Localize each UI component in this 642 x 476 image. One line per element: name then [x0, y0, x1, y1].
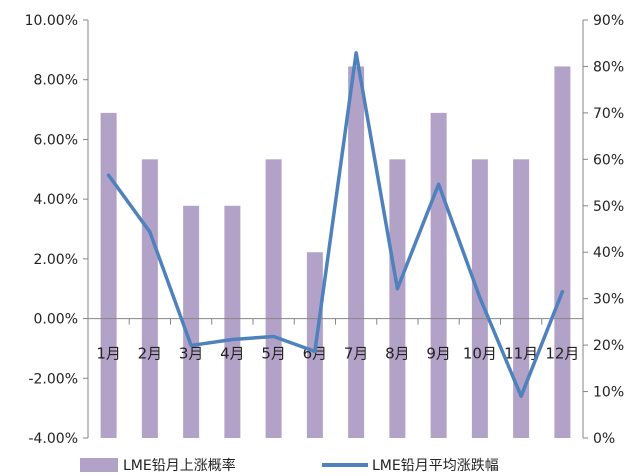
left-tick-label: 10.00% [25, 13, 78, 29]
right-tick-label: 40% [593, 245, 624, 261]
category-label: 10月 [463, 345, 497, 363]
category-labels: 1月 2月 3月 4月 5月 6月 7月 8月 9月 10月 11月 12月 [96, 345, 579, 363]
right-tick-label: 20% [593, 338, 624, 354]
line-point-8 [395, 287, 399, 291]
category-label: 4月 [220, 345, 245, 363]
line-point-9 [437, 182, 441, 186]
left-axis-ticks: -4.00% -2.00% 0.00% 2.00% 4.00% 6.00% 8.00% 10.… [25, 13, 88, 447]
line-point-11 [519, 394, 523, 398]
left-tick-label: 6.00% [34, 132, 78, 148]
category-label: 7月 [344, 345, 369, 363]
line-point-1 [107, 173, 111, 177]
bar-11 [513, 159, 530, 439]
category-label: 9月 [426, 345, 451, 363]
line-point-6 [313, 349, 317, 353]
bar-12 [554, 66, 571, 438]
category-label: 2月 [138, 345, 163, 363]
right-axis-ticks: 0% 10% 20% 30% 40% 50% 60% 70% 80% 90% [583, 13, 624, 447]
right-tick-label: 80% [593, 59, 624, 75]
right-tick-label: 90% [593, 13, 624, 29]
line-path [106, 51, 565, 398]
left-tick-label: 0.00% [34, 312, 78, 328]
right-tick-label: 0% [593, 431, 615, 447]
category-label: 8月 [385, 345, 410, 363]
left-tick-label: -2.00% [28, 371, 78, 387]
line-point-2 [148, 230, 152, 234]
right-tick-label: 60% [593, 152, 624, 168]
bar-2 [141, 159, 158, 439]
legend-line-label: LME铅月平均涨跌幅 [372, 458, 499, 474]
left-tick-label: 4.00% [34, 192, 78, 208]
bar-8 [389, 159, 406, 439]
line-point-12 [560, 290, 564, 294]
axes [87, 20, 584, 438]
category-label: 11月 [504, 345, 538, 363]
legend: LME铅月上涨概率 LME铅月平均涨跌幅 [80, 457, 499, 474]
bar-1 [100, 112, 117, 438]
line-point-10 [478, 296, 482, 300]
right-tick-label: 30% [593, 292, 624, 308]
right-tick-label: 50% [593, 199, 624, 215]
line-point-7 [354, 51, 358, 55]
left-tick-label: -4.00% [28, 431, 78, 447]
bar-series [100, 66, 571, 439]
category-label: 12月 [545, 345, 579, 363]
legend-bar-label: LME铅月上涨概率 [123, 457, 236, 474]
category-label: 1月 [96, 345, 121, 363]
line-point-4 [230, 337, 234, 341]
line-point-5 [272, 334, 276, 338]
left-tick-label: 8.00% [34, 73, 78, 89]
bar-9 [430, 112, 447, 438]
bar-7 [348, 66, 365, 438]
bar-5 [265, 159, 282, 439]
line-point-3 [189, 343, 193, 347]
bar-4 [224, 205, 241, 438]
left-tick-label: 2.00% [34, 252, 78, 268]
bar-3 [183, 205, 200, 438]
category-label: 5月 [261, 345, 286, 363]
category-label: 3月 [179, 345, 204, 363]
right-tick-label: 70% [593, 106, 624, 122]
right-tick-label: 10% [593, 385, 624, 401]
legend-bar-swatch [80, 458, 118, 472]
line-series [106, 51, 565, 398]
